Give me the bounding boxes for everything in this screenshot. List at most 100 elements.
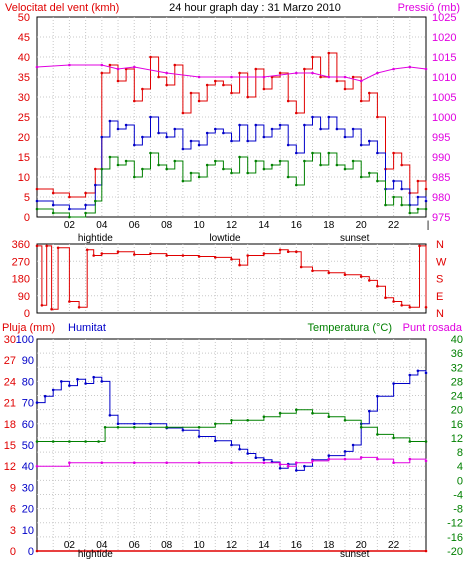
pressure-y-tick-label: 980 — [432, 192, 450, 204]
pressure-y-tick-label: 1005 — [432, 92, 456, 104]
wind-pressure-point — [133, 65, 136, 69]
rain-y-tick-label: 18 — [4, 419, 16, 431]
humidity-point — [43, 394, 47, 398]
wind-gust-point — [181, 111, 185, 115]
wind-average-point — [295, 151, 298, 155]
pressure-y-tick-label: 1000 — [432, 112, 456, 124]
humidity-point — [214, 439, 217, 443]
wind-direction-point — [40, 304, 44, 307]
temperature-point — [424, 440, 428, 443]
wind-gust-point — [262, 87, 266, 91]
wind-pressure-point — [197, 75, 201, 79]
humidity-point — [197, 435, 201, 438]
wind-direction-point — [359, 275, 363, 278]
wind-minimum-point — [124, 159, 128, 163]
wind-minimum-point — [343, 167, 347, 171]
temperature-y-tick-label: 28 — [451, 376, 463, 388]
wind-pressure-point — [68, 63, 71, 67]
temperature-y-tick-label: -12 — [447, 518, 463, 530]
wind-average-point — [343, 135, 347, 139]
humidity-point — [92, 375, 95, 379]
humidity-point — [246, 452, 249, 455]
temperature-point — [343, 419, 347, 422]
wind-gust-point — [100, 71, 104, 75]
wind-direction-point — [311, 269, 314, 273]
wind-average-point — [214, 127, 217, 131]
humidity-point — [116, 422, 120, 426]
temperature-y-tick-label: 16 — [451, 419, 463, 431]
temperature-y-tick-label: -4 — [453, 489, 463, 501]
wind-pressure-point — [327, 75, 331, 79]
humidity-point — [408, 373, 412, 377]
wind-average-point — [124, 123, 128, 127]
wind-average-point — [230, 139, 233, 143]
temperature-y-tick-label: 40 — [451, 334, 463, 346]
wind-average-point — [35, 199, 39, 203]
wind-average-point — [68, 207, 71, 211]
wind-gust-point — [133, 99, 136, 103]
compass-label: N — [436, 239, 444, 251]
wind-gust-point — [424, 187, 428, 191]
wind-direction-point — [424, 306, 428, 309]
wind-y-tick-label: 40 — [18, 52, 30, 64]
humidity-point — [133, 422, 136, 426]
wind-direction-point — [384, 296, 387, 300]
hightide-marker: hightide — [78, 233, 113, 244]
humidity-point — [100, 380, 104, 383]
wind-pressure-point — [165, 71, 168, 75]
pressure-y-tick-label: 985 — [432, 172, 450, 184]
temp-hum-x-tick-label: 06 — [129, 540, 141, 551]
wind-minimum-point — [327, 151, 331, 155]
wind-pressure-point — [116, 67, 120, 71]
dewpoint-point — [359, 456, 363, 459]
wind-gust-point — [343, 87, 347, 91]
wind-minimum-point — [408, 211, 412, 215]
temperature-y-tick-label: 8 — [457, 447, 463, 459]
wind-average-point — [311, 115, 314, 119]
wind-direction-point — [295, 250, 298, 253]
wind-direction-point — [50, 307, 53, 311]
wind-direction-point — [214, 256, 217, 259]
wind-minimum-point — [100, 167, 104, 171]
wind-minimum-point — [400, 203, 404, 207]
rain-y-tick-label: 24 — [4, 376, 16, 388]
wind-average-point — [335, 127, 339, 131]
wind-gust-point — [335, 79, 339, 83]
wind-panel-x-tick-label: 22 — [388, 220, 400, 231]
humidity-point — [368, 409, 371, 413]
wind-average-point — [157, 131, 160, 135]
wind-average-point — [254, 123, 258, 127]
graph-title: 24 hour graph day : 31 Marzo 2010 — [169, 2, 341, 14]
humidity-y-tick-label: 30 — [22, 482, 34, 494]
wind-gust-point — [230, 91, 233, 95]
wind-gust-line — [37, 52, 427, 198]
wind-average-point — [270, 127, 274, 131]
pressure-y-tick-label: 990 — [432, 152, 450, 164]
wind-minimum-point — [286, 175, 290, 179]
temperature-point — [68, 440, 71, 443]
wind-panel-x-tick-label: 02 — [64, 220, 76, 231]
wind-minimum-point — [424, 207, 428, 211]
dewpoint-point — [165, 461, 168, 465]
wind-direction-point — [197, 255, 201, 258]
temp-hum-x-tick-label: 10 — [194, 540, 206, 551]
dewpoint-point — [278, 463, 282, 466]
wind-gust-point — [278, 71, 282, 75]
wind-direction-point — [77, 306, 81, 309]
temperature-point — [197, 426, 201, 429]
wind-gust-point — [295, 111, 298, 115]
wind-gust-point — [327, 51, 331, 55]
temperature-point — [278, 411, 282, 415]
temperature-point — [262, 415, 266, 419]
wind-gust-point — [286, 99, 290, 103]
wind-panel-x-tick-label: 16 — [291, 220, 303, 231]
wind-panel-x-tick-label: 04 — [96, 220, 108, 231]
wind-average-point — [133, 143, 136, 147]
humidity-y-tick-label: 70 — [22, 398, 34, 410]
humidity-point — [181, 428, 185, 432]
humidity-y-tick-label: 20 — [22, 504, 34, 516]
pressure-y-tick-label: 995 — [432, 132, 450, 144]
wind-direction-point — [376, 284, 379, 288]
